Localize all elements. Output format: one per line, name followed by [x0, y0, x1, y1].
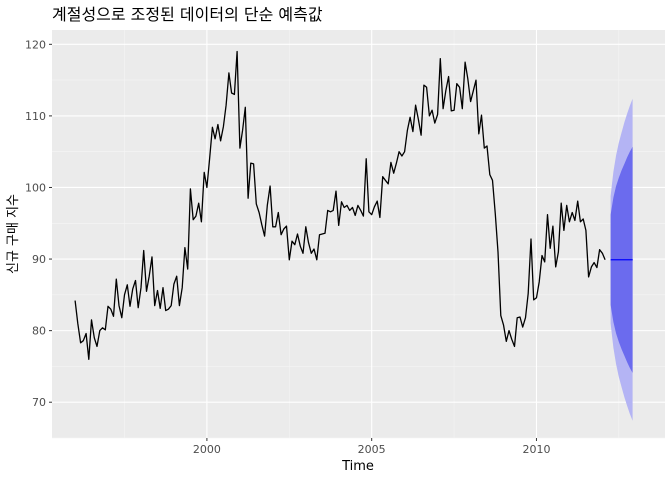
y-tick-label-110: 110 — [25, 110, 46, 123]
y-tick-label-120: 120 — [25, 38, 46, 51]
y-tick-label-100: 100 — [25, 181, 46, 194]
y-tick-label-70: 70 — [32, 396, 46, 409]
x-tick-label-2010: 2010 — [522, 443, 550, 456]
x-axis-title: Time — [341, 459, 374, 474]
chart-title: 계절성으로 조정된 데이터의 단순 예측값 — [52, 5, 323, 24]
y-tick-label-90: 90 — [32, 253, 46, 266]
y-tick-label-80: 80 — [32, 325, 46, 338]
x-tick-label-2005: 2005 — [358, 443, 386, 456]
x-axis: 2000 2005 2010 — [193, 438, 551, 456]
y-axis: 70 80 90 100 110 120 — [25, 38, 52, 409]
plot-panel — [52, 30, 665, 438]
y-axis-title: 신규 구매 지수 — [6, 194, 21, 274]
x-tick-label-2000: 2000 — [193, 443, 221, 456]
